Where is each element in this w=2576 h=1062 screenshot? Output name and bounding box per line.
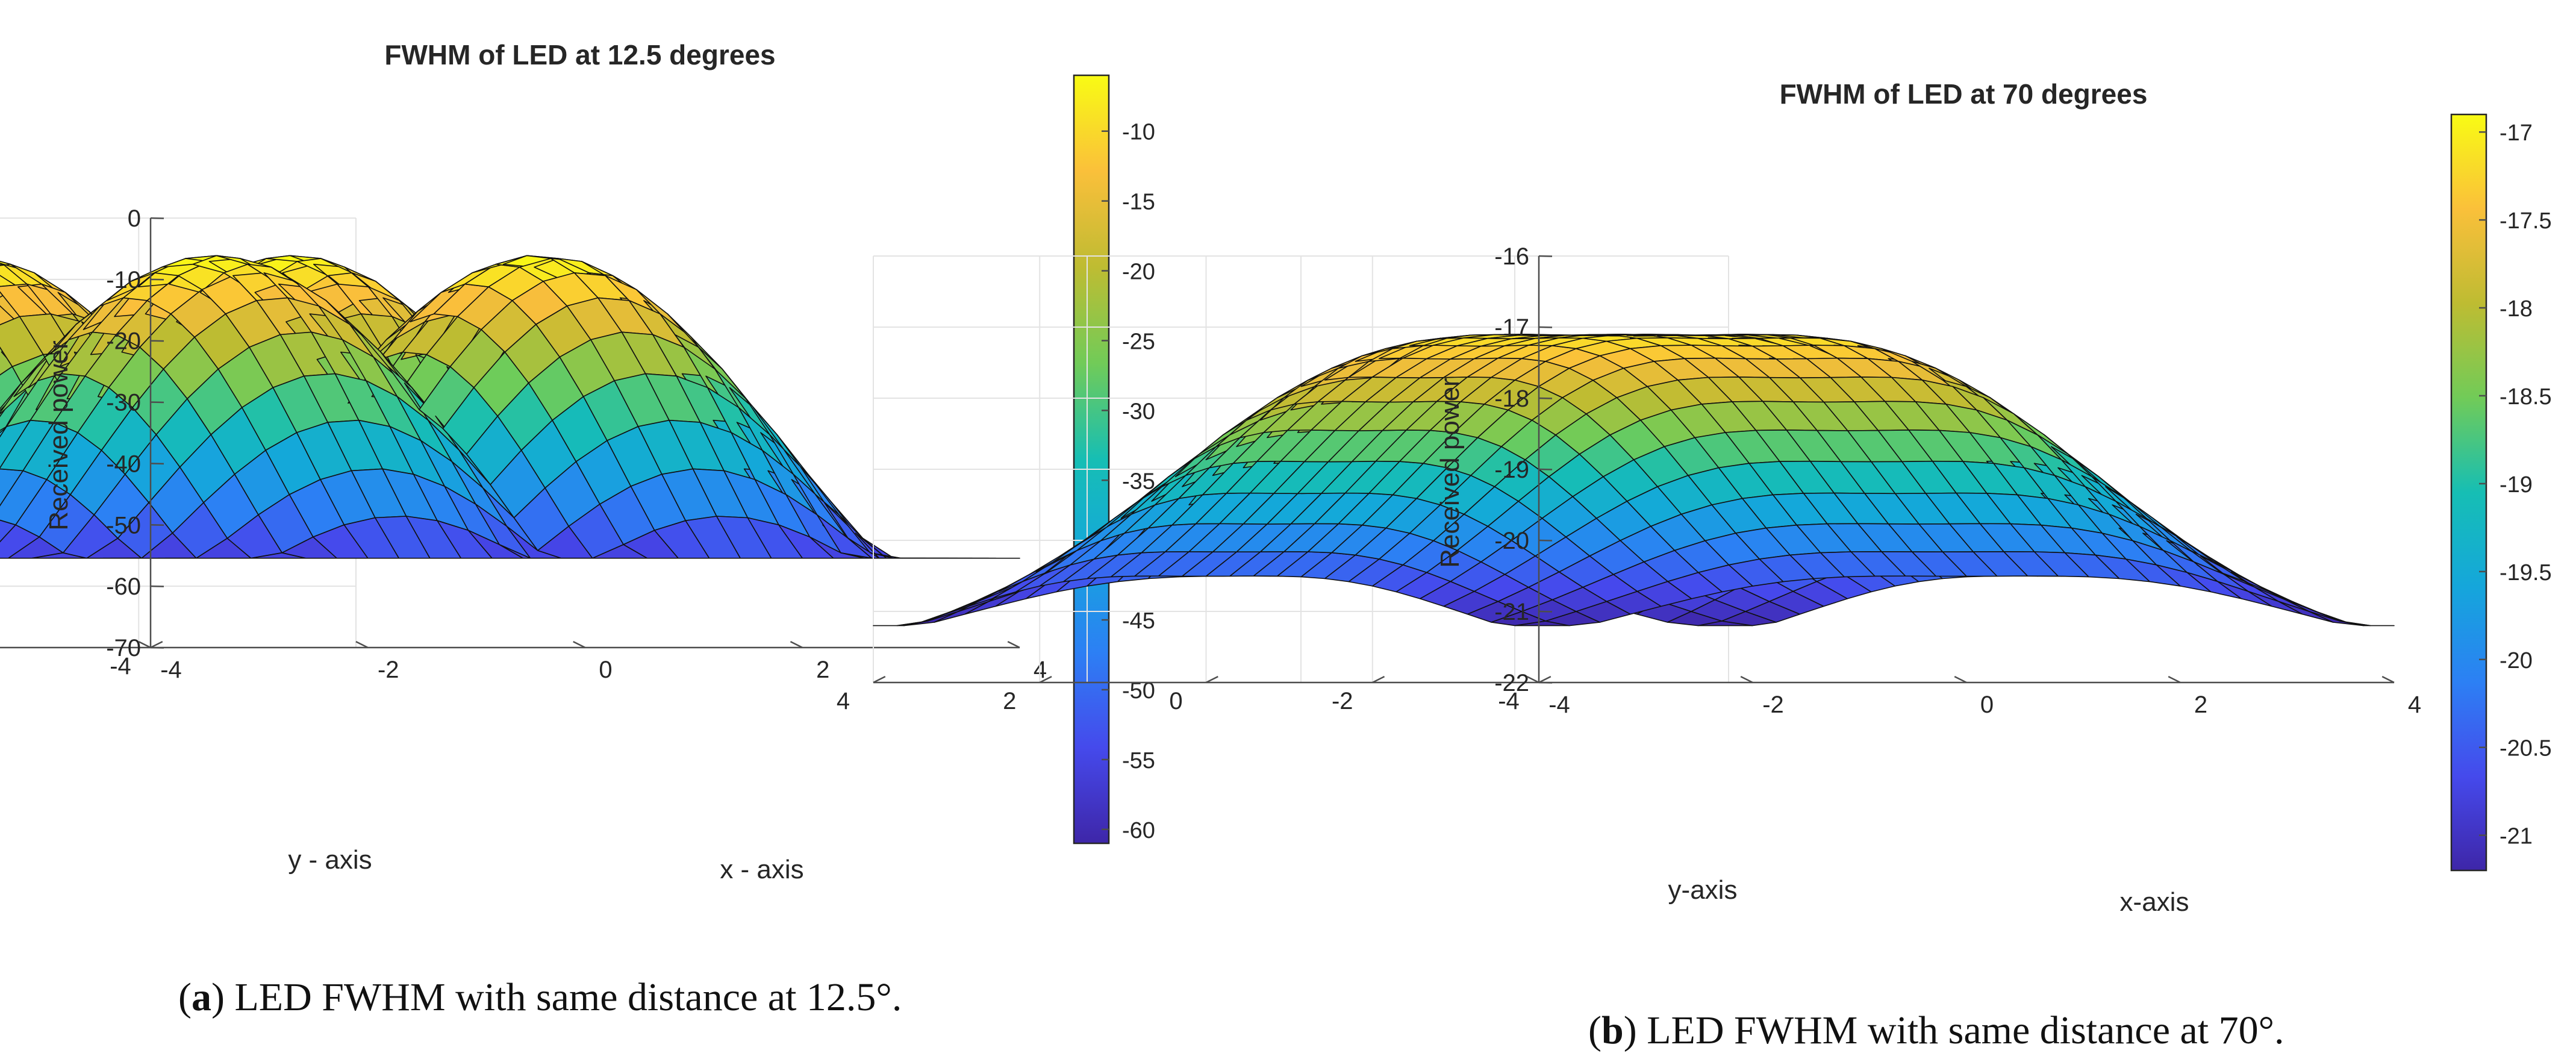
- x-tick-mark: [2381, 675, 2395, 684]
- panel-b-x-axis-label: x-axis: [2120, 887, 2189, 917]
- x-tick-mark: [1954, 675, 1967, 684]
- colorbar-tick-label: -18.5: [2500, 384, 2552, 410]
- x-tick-mark: [355, 640, 369, 649]
- z-tick-label: -16: [1494, 243, 1529, 270]
- z-tick-label: -18: [1494, 386, 1529, 412]
- caption-a-letter: a: [191, 975, 211, 1019]
- y-tick-mark: [1538, 675, 1552, 684]
- y-tick-mark: [1205, 675, 1218, 684]
- colorbar-tick-label: -20.5: [2500, 736, 2552, 761]
- colorbar-tick-label: -17.5: [2500, 208, 2552, 234]
- caption-a: (a) LED FWHM with same distance at 12.5°…: [178, 975, 902, 1019]
- x-tick-mark: [2168, 675, 2181, 684]
- z-tick-label: -10: [106, 267, 141, 293]
- z-tick-label: -30: [106, 390, 141, 416]
- y-tick-label: 4: [837, 688, 850, 714]
- y-tick-mark: [1372, 675, 1385, 684]
- colorbar-tick-label: -60: [1122, 818, 1155, 843]
- y-tick-label: 2: [1003, 688, 1016, 714]
- caption-a-text: LED FWHM with same distance at 12.5°.: [224, 975, 902, 1019]
- panel-b-y-axis-label: y-axis: [1668, 875, 1738, 905]
- panel-b-surface-plot: -16-17-18-19-20-21-22-4 -4-2 -20 02 24 4 FWHM…: [837, 78, 2552, 917]
- colorbar-tick-label: -35: [1122, 469, 1155, 494]
- panel-a-title: FWHM of LED at 12.5 degrees: [384, 39, 775, 70]
- y-tick-mark: [873, 675, 886, 684]
- x-tick-mark: [790, 640, 803, 649]
- colorbar-tick-label: -45: [1122, 608, 1155, 634]
- colorbar-tick-label: -19: [2500, 472, 2533, 498]
- y-tick-mark: [150, 640, 163, 649]
- colorbar-strip: [2450, 113, 2487, 872]
- z-tick-label: 0: [128, 205, 141, 232]
- z-tick-label: -40: [106, 451, 141, 477]
- colorbar-tick-label: -55: [1122, 748, 1155, 773]
- colorbar-tick-label: -18: [2500, 296, 2533, 322]
- y-tick-label: 0: [1169, 688, 1182, 714]
- x-tick-label: 4: [2408, 692, 2421, 718]
- z-tick-label: -70: [106, 635, 141, 661]
- x-tick-label: -4: [1548, 692, 1570, 718]
- z-tick-label: -17: [1494, 314, 1529, 341]
- x-tick-label: 2: [2194, 692, 2207, 718]
- caption-b: (b) LED FWHM with same distance at 70°.: [1588, 1008, 2284, 1052]
- x-tick-mark: [573, 640, 586, 649]
- colorbar-tick-label: -30: [1122, 399, 1155, 424]
- z-tick-label: -22: [1494, 670, 1529, 696]
- panel-b-surface: [873, 334, 2395, 626]
- x-tick-label: 0: [599, 657, 612, 683]
- caption-b-text: LED FWHM with same distance at 70°.: [1636, 1008, 2284, 1052]
- colorbar-tick-label: -17: [2500, 120, 2533, 146]
- x-tick-label: -2: [1762, 692, 1784, 718]
- x-tick-label: -4: [160, 657, 182, 683]
- caption-b-letter: b: [1601, 1008, 1624, 1052]
- x-tick-label: 2: [816, 657, 829, 683]
- panel-a-x-axis-label: x - axis: [720, 855, 803, 884]
- x-tick-label: 0: [1980, 692, 1994, 718]
- x-tick-mark: [1526, 675, 1539, 684]
- colorbar-tick-label: -20: [2500, 648, 2533, 673]
- x-tick-mark: [1007, 640, 1020, 649]
- panel-b-axes: -16-17-18-19-20-21-22-4 -4-2 -20 02 24 4: [837, 243, 2421, 718]
- colorbar-tick-label: -21: [2500, 824, 2533, 849]
- y-tick-label: -2: [1332, 688, 1353, 714]
- panel-a-surface: [0, 255, 1020, 559]
- panel-a-z-axis-label: Received power: [44, 340, 73, 531]
- colorbar-tick-label: -19.5: [2500, 560, 2552, 586]
- z-tick-label: -20: [1494, 528, 1529, 554]
- x-tick-mark: [1740, 675, 1753, 684]
- surface-patch: [2339, 620, 2395, 626]
- panel-b-title: FWHM of LED at 70 degrees: [1780, 78, 2148, 110]
- panel-a-y-axis-label: y - axis: [288, 845, 372, 875]
- colorbar-strip: [1073, 74, 1110, 845]
- y-tick-label: -4: [110, 653, 131, 679]
- colorbar-tick-label: -20: [1122, 260, 1155, 285]
- surface-patch: [2278, 601, 2334, 623]
- z-tick-label: -19: [1494, 457, 1529, 483]
- panel-b-z-axis-label: Received power: [1435, 378, 1465, 568]
- z-tick-label: -60: [106, 573, 141, 600]
- colorbar-tick-label: -25: [1122, 329, 1155, 354]
- colorbar-tick-label: -15: [1122, 190, 1155, 215]
- panel-b-colorbar: -17 -17.5 -18 -18.5 -19 -19.5 -20 -20.5 -21: [2450, 113, 2552, 872]
- y-tick-label: -4: [1498, 688, 1520, 714]
- z-tick-label: -20: [106, 328, 141, 355]
- panel-a-colorbar: -10-15-20-25-30-35-40-45-50-55-60: [1073, 74, 1155, 845]
- z-tick-label: -21: [1494, 599, 1529, 625]
- colorbar-tick-label: -10: [1122, 120, 1155, 145]
- y-tick-mark: [1039, 675, 1052, 684]
- z-tick-label: -50: [106, 512, 141, 539]
- x-tick-mark: [138, 640, 151, 649]
- x-tick-label: -2: [378, 657, 399, 683]
